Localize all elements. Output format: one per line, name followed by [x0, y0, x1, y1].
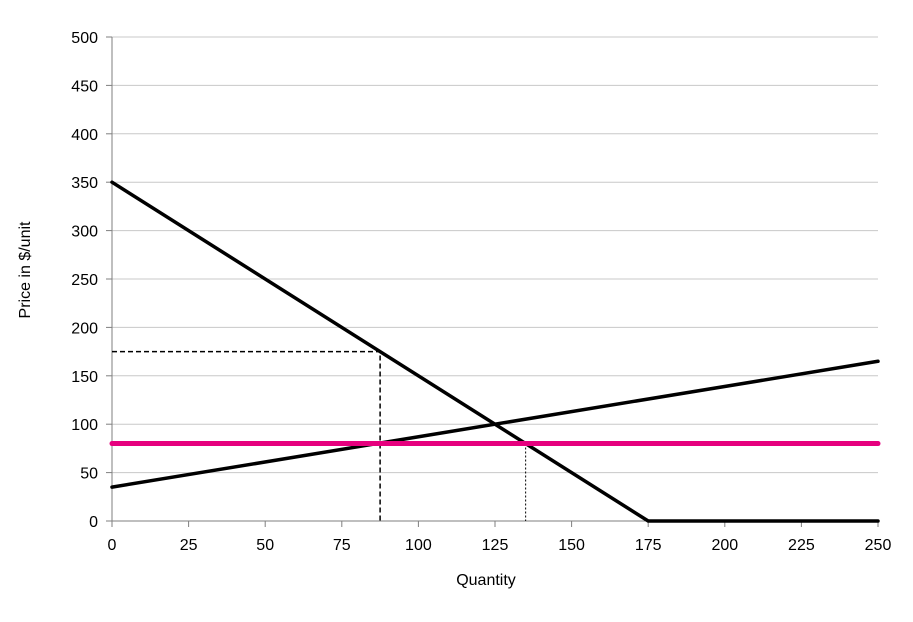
x-tick-label: 100 — [405, 537, 432, 554]
y-tick-label: 50 — [80, 466, 98, 483]
y-tick-label: 0 — [89, 514, 98, 531]
y-tick-label: 150 — [71, 369, 98, 386]
y-tick-label: 300 — [71, 224, 98, 241]
x-tick-label: 175 — [635, 537, 662, 554]
x-tick-label: 225 — [788, 537, 815, 554]
x-tick-labels: 0 25 50 75 100 125 150 175 200 225 250 — [108, 537, 892, 554]
y-tick-label: 200 — [71, 320, 98, 337]
y-tick-label: 350 — [71, 175, 98, 192]
x-tick-label: 250 — [865, 537, 892, 554]
y-tick-label: 500 — [71, 30, 98, 47]
x-axis-title: Quantity — [456, 572, 516, 589]
y-tick-label: 100 — [71, 417, 98, 434]
series-line-1 — [110, 180, 880, 523]
y-tick-label: 400 — [71, 127, 98, 144]
series-lines — [109, 180, 881, 523]
gridlines — [112, 36, 878, 474]
x-tick-label: 200 — [711, 537, 738, 554]
x-tick-label: 125 — [482, 537, 509, 554]
y-tick-labels: 0 50 100 150 200 250 300 350 400 450 500 — [71, 30, 98, 531]
y-tick-label: 450 — [71, 78, 98, 95]
x-tick-label: 0 — [108, 537, 117, 554]
x-tick-label: 75 — [333, 537, 351, 554]
series-line-2 — [110, 359, 880, 489]
x-tick-label: 25 — [180, 537, 198, 554]
x-tick-label: 50 — [256, 537, 274, 554]
y-axis-title: Price in $/unit — [17, 221, 34, 318]
reference-line-dashed — [112, 350, 381, 521]
axes — [106, 36, 879, 527]
y-tick-label: 250 — [71, 272, 98, 289]
x-tick-label: 150 — [558, 537, 585, 554]
reference-lines — [112, 350, 527, 521]
